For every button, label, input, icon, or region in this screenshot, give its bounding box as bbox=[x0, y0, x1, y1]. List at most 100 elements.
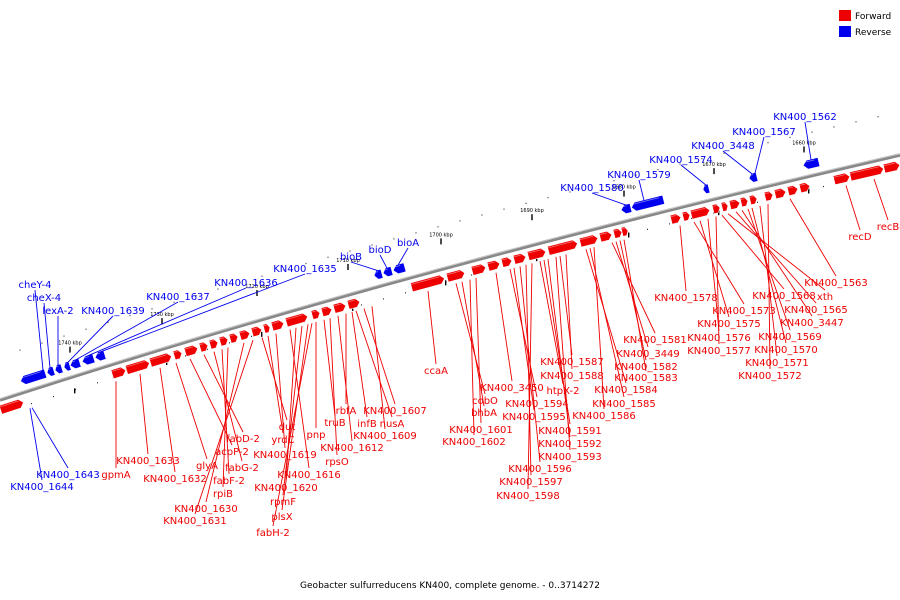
reverse-gene bbox=[81, 353, 96, 366]
gene-label: rpmF bbox=[270, 497, 296, 508]
lower-major-tick bbox=[718, 210, 720, 216]
gene-label: KN400_1563 bbox=[804, 278, 868, 289]
forward-gene bbox=[526, 248, 547, 261]
label-leader bbox=[873, 178, 889, 221]
forward-gene bbox=[218, 335, 229, 347]
forward-gene bbox=[773, 188, 787, 199]
reverse-gene bbox=[19, 368, 48, 385]
forward-gene bbox=[486, 260, 501, 272]
label-leader bbox=[282, 325, 303, 496]
label-leader bbox=[707, 218, 720, 332]
lower-dot bbox=[361, 304, 362, 306]
upper-dot bbox=[833, 126, 835, 128]
gene-label: truB bbox=[324, 418, 345, 429]
gene-label: KN400_1631 bbox=[163, 516, 227, 527]
lower-dot bbox=[757, 201, 758, 203]
forward-gene bbox=[250, 326, 263, 338]
label-leaders bbox=[29, 121, 889, 527]
gene-label: KN400_1588 bbox=[540, 371, 604, 382]
forward-gene bbox=[669, 213, 682, 225]
lower-dot bbox=[97, 382, 98, 384]
upper-dot bbox=[877, 116, 879, 118]
genome-axis bbox=[0, 153, 900, 402]
label-leader bbox=[693, 221, 745, 305]
forward-gene bbox=[262, 323, 271, 334]
gene-label: htpX-2 bbox=[547, 386, 580, 397]
upper-dot bbox=[415, 232, 417, 234]
label-leader bbox=[591, 192, 627, 206]
label-leader bbox=[139, 373, 149, 455]
reverse-gene bbox=[46, 366, 56, 377]
gene-label: cheX-4 bbox=[27, 293, 61, 304]
gene-label: KN400_1644 bbox=[10, 482, 74, 493]
label-leader bbox=[754, 136, 765, 174]
gene-label: KN400_1579 bbox=[607, 170, 671, 181]
gene-label: infB bbox=[357, 419, 377, 430]
forward-gene bbox=[547, 239, 578, 256]
label-leader bbox=[97, 273, 306, 354]
gene-label: KN400_3449 bbox=[616, 349, 680, 360]
tick-label: 1720 kbp bbox=[245, 284, 269, 290]
label-leader bbox=[767, 204, 771, 370]
upper-dot bbox=[723, 152, 725, 154]
forward-gene bbox=[763, 190, 774, 202]
gene-label: KN400_1582 bbox=[614, 362, 678, 373]
upper-dot bbox=[41, 342, 43, 344]
gene-label: KN400_1643 bbox=[36, 470, 100, 481]
gene-label: KN400_1616 bbox=[277, 470, 341, 481]
label-leader bbox=[75, 301, 179, 361]
label-leader bbox=[272, 323, 313, 527]
gene-label: KN400_1607 bbox=[363, 406, 427, 417]
forward-gene bbox=[172, 349, 183, 361]
forward-gene bbox=[500, 256, 513, 268]
gene-label: nusA bbox=[380, 419, 405, 430]
upper-dot bbox=[19, 349, 21, 351]
lower-dot bbox=[75, 389, 76, 391]
legend-forward-label: Forward bbox=[855, 12, 891, 22]
gene-label: bioD bbox=[369, 245, 392, 256]
label-leader bbox=[350, 261, 379, 272]
label-leader bbox=[351, 311, 368, 418]
label-leader bbox=[555, 256, 571, 451]
reverse-gene bbox=[69, 357, 82, 369]
gene-label: KN400_3450 bbox=[480, 383, 544, 394]
forward-gene bbox=[124, 359, 150, 375]
upper-dot bbox=[239, 281, 241, 284]
label-leader bbox=[427, 290, 437, 365]
lower-dot bbox=[383, 298, 384, 300]
upper-dot bbox=[811, 131, 813, 133]
tick-label: 1730 kbp bbox=[150, 312, 174, 318]
gene-label: rpsO bbox=[325, 457, 349, 468]
forward-gene bbox=[346, 298, 361, 310]
upper-dot bbox=[569, 191, 571, 193]
gene-label: KN400_1574 bbox=[649, 155, 713, 166]
gene-label: KN400_1568 bbox=[752, 291, 816, 302]
lower-dot bbox=[31, 402, 32, 405]
forward-gene bbox=[208, 338, 219, 350]
forward-gene bbox=[882, 161, 900, 174]
forward-gene bbox=[445, 269, 466, 283]
label-leader bbox=[175, 362, 208, 460]
gene-label: cheY-4 bbox=[19, 280, 52, 291]
label-leader bbox=[789, 198, 837, 277]
label-leader bbox=[619, 240, 647, 361]
gene-label: fabH-2 bbox=[256, 528, 290, 539]
label-leader bbox=[281, 324, 309, 511]
label-leader bbox=[289, 329, 310, 469]
upper-dot bbox=[151, 308, 153, 310]
gene-label: KN400_1591 bbox=[538, 426, 602, 437]
gene-label: KN400_1587 bbox=[540, 357, 604, 368]
label-leader bbox=[31, 407, 69, 469]
gene-label: KN400_1635 bbox=[273, 264, 337, 275]
upper-dot bbox=[305, 262, 307, 265]
lower-dot bbox=[647, 228, 648, 230]
forward-gene bbox=[332, 302, 347, 314]
lower-major-tick bbox=[74, 388, 76, 394]
upper-dot bbox=[613, 180, 615, 182]
label-leader bbox=[205, 342, 245, 503]
forward-gene bbox=[578, 234, 599, 248]
gene-label: KN400_1576 bbox=[687, 333, 751, 344]
gene-label: plsX bbox=[271, 512, 292, 523]
